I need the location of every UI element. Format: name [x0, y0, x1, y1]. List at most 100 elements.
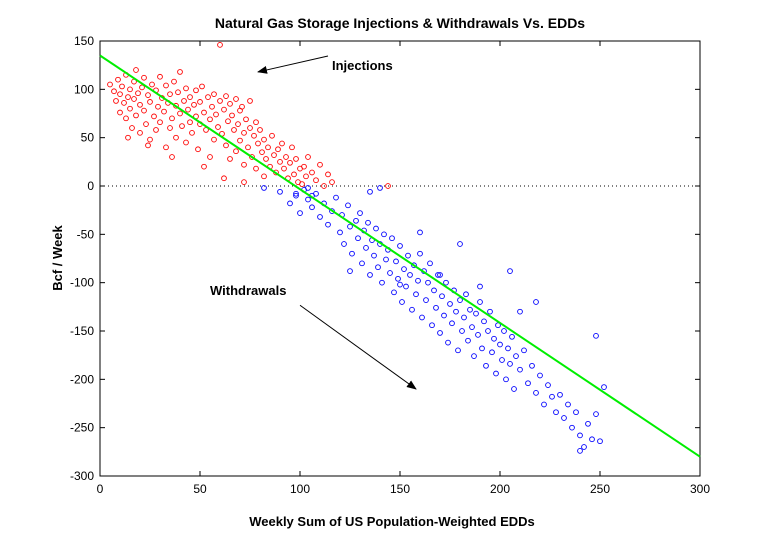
withdrawals-point [477, 283, 483, 290]
injections-point [201, 109, 207, 116]
annotation-arrow [257, 55, 329, 74]
x-tick-label: 200 [490, 482, 510, 496]
withdrawals-point [293, 190, 299, 197]
withdrawals-point [545, 382, 551, 388]
injections-point [157, 73, 163, 80]
withdrawals-point [485, 328, 491, 334]
y-axis-label: Bcf / Week [50, 224, 65, 290]
withdrawals-point [357, 210, 363, 216]
withdrawals-point [565, 401, 571, 408]
injections-point [153, 127, 159, 133]
injections-point [253, 165, 259, 172]
injections-point [213, 111, 219, 118]
withdrawals-series [261, 185, 607, 454]
injections-point [325, 171, 331, 178]
y-tick-label: -200 [70, 372, 94, 386]
withdrawals-point [503, 376, 509, 383]
injections-point [123, 115, 129, 122]
withdrawals-point [383, 256, 389, 263]
withdrawals-point [379, 279, 385, 286]
withdrawals-point [447, 301, 453, 307]
withdrawals-point [467, 306, 473, 313]
injections-point [167, 91, 173, 98]
withdrawals-point [437, 272, 443, 278]
withdrawals-point [423, 297, 429, 303]
injections-point [151, 113, 157, 120]
withdrawals-point [493, 370, 499, 377]
injections-point [183, 139, 189, 146]
injections-point [261, 173, 267, 180]
x-tick-label: 250 [590, 482, 610, 496]
withdrawals-point [511, 386, 517, 392]
withdrawals-point [525, 380, 531, 387]
injections-point [221, 106, 227, 113]
x-axis-label: Weekly Sum of US Population-Weighted EDD… [249, 514, 535, 529]
injections-point [145, 92, 151, 98]
injections-point [309, 169, 315, 176]
withdrawals-point [305, 196, 311, 203]
injections-point [181, 98, 187, 104]
withdrawals-point [287, 200, 293, 207]
withdrawals-point [461, 314, 467, 321]
withdrawals-point [441, 312, 447, 319]
injections-point [233, 96, 239, 102]
withdrawals-point [507, 268, 513, 274]
withdrawals-point [397, 243, 403, 249]
withdrawals-point [483, 362, 489, 369]
injections-point [261, 136, 267, 143]
withdrawals-point [577, 448, 583, 454]
injections-point [177, 110, 183, 117]
withdrawals-point [573, 409, 579, 416]
injections-point [275, 146, 281, 153]
withdrawals-point [347, 223, 353, 230]
injections-point [147, 99, 153, 105]
withdrawals-point [455, 347, 461, 354]
x-tick-label: 0 [97, 482, 104, 496]
y-tick-label: 0 [87, 179, 94, 193]
injections-point [177, 69, 183, 75]
injections-point [305, 154, 311, 160]
withdrawals-point [389, 235, 395, 242]
injections-point [107, 81, 113, 88]
injections-point [257, 127, 263, 133]
withdrawals-point [533, 299, 539, 305]
injections-point [193, 87, 199, 94]
withdrawals-point [437, 330, 443, 336]
withdrawals-point [325, 221, 331, 228]
withdrawals-point [553, 409, 559, 416]
y-tick-label: -150 [70, 324, 94, 338]
injections-point [163, 144, 169, 151]
withdrawals-point [501, 328, 507, 334]
injections-point [137, 101, 143, 108]
annotation-arrow [299, 304, 417, 390]
injections-point [253, 119, 259, 126]
withdrawals-point [297, 210, 303, 216]
withdrawals-point [407, 272, 413, 278]
withdrawals-point [513, 353, 519, 359]
withdrawals-point [597, 438, 603, 445]
withdrawals-point [399, 299, 405, 305]
injections-point [189, 129, 195, 136]
withdrawals-point [491, 335, 497, 342]
injections-point [139, 84, 145, 91]
withdrawals-point [417, 250, 423, 257]
withdrawals-point [489, 349, 495, 356]
injections-point [169, 154, 175, 160]
withdrawals-point [517, 308, 523, 315]
withdrawals-point [453, 308, 459, 315]
injections-point [119, 83, 125, 90]
injections-point [117, 91, 123, 98]
injections-point [235, 121, 241, 127]
withdrawals-point [429, 322, 435, 329]
withdrawals-point [417, 229, 423, 236]
injections-point [179, 123, 185, 129]
y-tick-label: -50 [77, 227, 95, 241]
injections-point [149, 81, 155, 88]
withdrawals-point [499, 357, 505, 363]
plot-area [99, 40, 701, 477]
withdrawals-point [529, 362, 535, 369]
withdrawals-point [277, 188, 283, 195]
injections-point [301, 163, 307, 170]
withdrawals-point [375, 264, 381, 271]
